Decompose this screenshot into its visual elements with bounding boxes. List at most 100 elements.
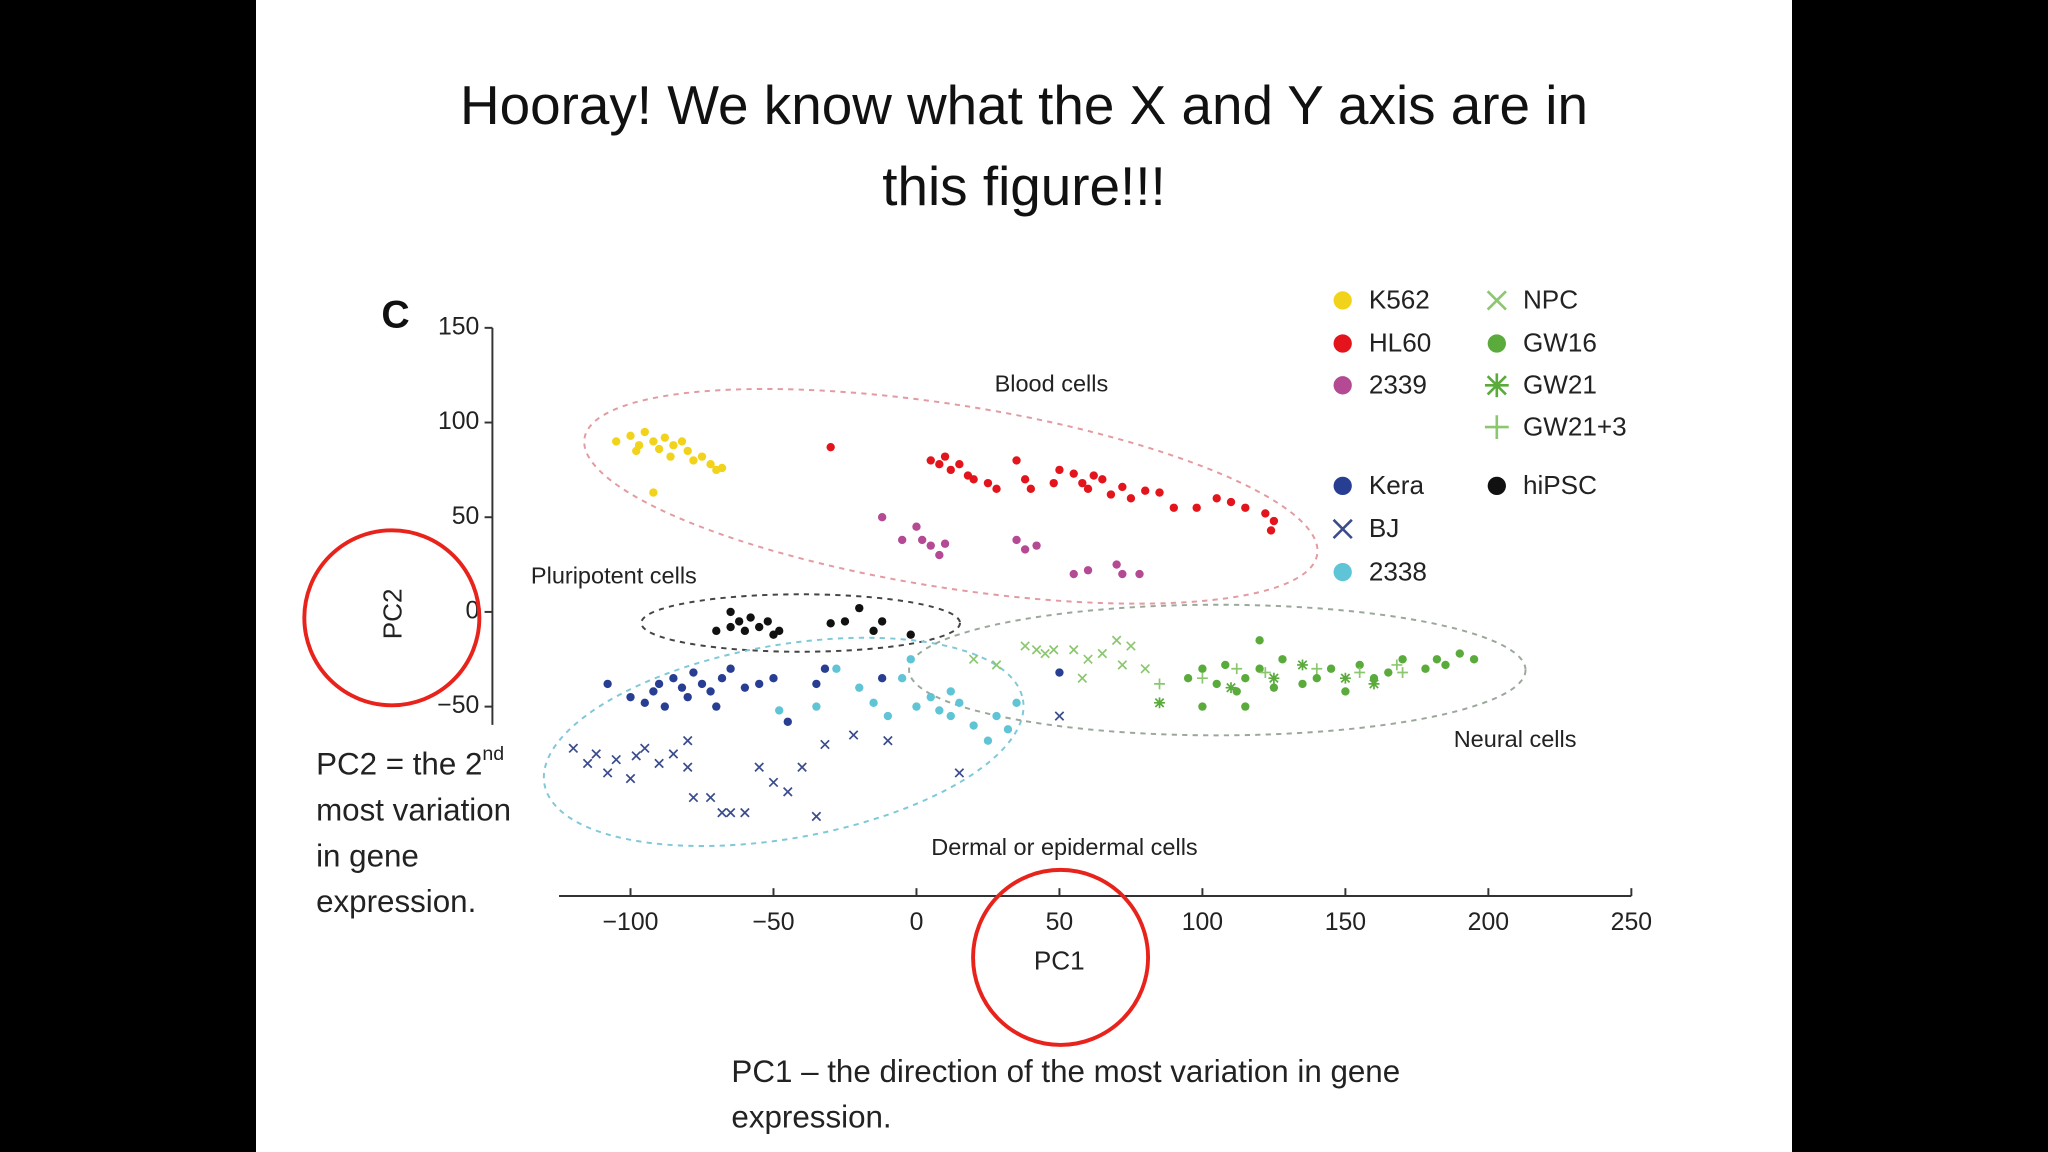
legend-label: GW21	[1523, 370, 1597, 400]
data-point	[897, 535, 907, 545]
data-point	[1126, 494, 1136, 503]
data-point	[1054, 711, 1065, 721]
data-point	[717, 674, 727, 683]
x-tick-label: 200	[1468, 909, 1509, 936]
data-point	[1268, 672, 1280, 684]
data-point	[1141, 486, 1150, 495]
data-point	[717, 463, 727, 473]
data-point	[1339, 672, 1351, 684]
note-text: expression.	[731, 1100, 891, 1135]
data-point	[1020, 545, 1030, 554]
data-point	[697, 679, 707, 689]
data-point	[1212, 494, 1221, 503]
data-point	[1135, 569, 1144, 579]
data-point	[654, 758, 664, 769]
data-point	[1421, 664, 1430, 673]
data-point	[1077, 673, 1088, 683]
data-point	[1078, 478, 1087, 488]
data-point	[832, 664, 841, 673]
data-point	[1297, 659, 1308, 671]
data-point	[717, 807, 727, 818]
data-point	[654, 444, 664, 454]
data-point	[883, 735, 893, 746]
note-text: PC2 = the 2	[316, 747, 482, 782]
y-tick-label: 50	[452, 503, 480, 530]
x-tick-label: −50	[752, 909, 794, 936]
data-point	[1341, 687, 1350, 696]
legend-marker	[1332, 518, 1353, 540]
data-point	[1083, 566, 1093, 575]
x-tick-label: −100	[603, 909, 659, 936]
data-point	[1040, 648, 1050, 659]
data-point	[1326, 664, 1336, 673]
data-point	[826, 619, 835, 628]
data-point	[797, 762, 807, 772]
data-point	[906, 630, 915, 639]
data-point	[946, 711, 955, 721]
data-point	[660, 433, 670, 442]
data-point	[755, 622, 764, 632]
data-point	[1231, 663, 1243, 675]
data-point	[568, 743, 579, 754]
data-point	[820, 739, 830, 750]
data-point	[1398, 655, 1407, 664]
panel-label: C	[381, 294, 409, 337]
slide-title: this figure!!!	[882, 155, 1165, 217]
data-point	[1269, 683, 1279, 692]
data-point	[746, 613, 755, 622]
data-point	[649, 488, 658, 497]
data-point	[869, 698, 878, 708]
data-point	[783, 717, 792, 726]
x-tick-label: 50	[1046, 909, 1074, 936]
data-point	[1391, 659, 1403, 671]
legend-marker	[1333, 291, 1352, 310]
data-point	[666, 452, 675, 461]
data-point	[1089, 471, 1098, 480]
cluster-outline	[542, 636, 1025, 847]
plot: −50 0 50 100 150 −100 −50 0 50 100 150 200 250 K562 HL…	[437, 285, 1652, 936]
data-point	[726, 622, 735, 632]
note-text: PC2 = the 2nd	[316, 743, 504, 782]
data-point	[612, 437, 621, 446]
data-point	[688, 792, 699, 803]
data-point	[1118, 482, 1127, 492]
data-point	[1269, 516, 1279, 526]
y-tick-label: 100	[438, 408, 479, 435]
data-point	[677, 437, 687, 446]
data-point	[1312, 674, 1321, 683]
data-point	[682, 762, 693, 772]
data-point	[740, 683, 750, 692]
data-point	[1068, 645, 1079, 655]
legend-marker	[1333, 376, 1352, 395]
x-axis-label: PC1	[1034, 946, 1085, 976]
data-point	[1225, 682, 1237, 694]
data-point	[626, 692, 635, 702]
data-point	[1126, 641, 1136, 651]
data-point	[955, 460, 964, 469]
note-text: expression.	[316, 884, 476, 919]
y-axis-label: PC2	[377, 588, 407, 639]
note-text: PC1 – the direction of the most variatio…	[731, 1054, 1400, 1089]
data-point	[697, 452, 707, 461]
data-point	[712, 626, 721, 636]
data-point	[668, 749, 679, 759]
data-point	[1154, 678, 1165, 690]
data-point	[725, 807, 736, 818]
data-point	[611, 754, 621, 765]
data-point	[755, 679, 764, 689]
data-point	[926, 456, 935, 465]
data-point	[1278, 655, 1287, 664]
data-point	[1196, 672, 1208, 684]
legend-label: Kera	[1369, 470, 1425, 500]
data-point	[918, 535, 927, 545]
data-point	[1355, 660, 1364, 670]
data-point	[1012, 535, 1021, 545]
data-point	[1032, 541, 1041, 550]
data-point	[640, 743, 650, 754]
data-point	[935, 706, 944, 715]
data-point	[811, 811, 822, 822]
legend-marker	[1333, 476, 1352, 496]
data-point	[1112, 560, 1121, 569]
data-point	[1049, 478, 1058, 488]
